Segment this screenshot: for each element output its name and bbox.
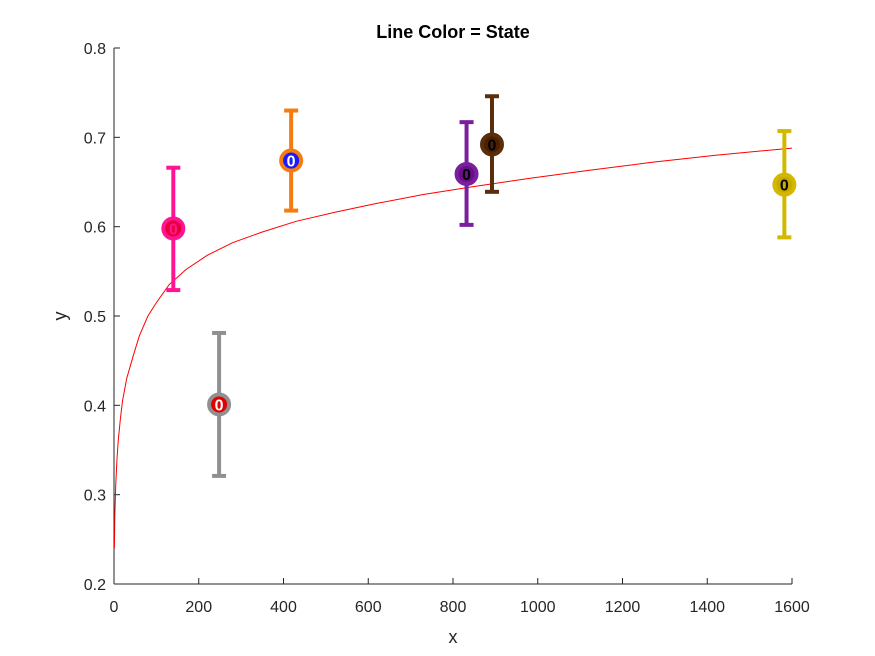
data-point-6: 0 bbox=[772, 129, 797, 240]
y-tick-label: 0.5 bbox=[84, 309, 106, 326]
x-tick-label: 800 bbox=[440, 599, 467, 616]
data-point-1: 0 bbox=[161, 165, 186, 293]
chart-title: Line Color = State bbox=[376, 22, 530, 42]
fit-curve-layer bbox=[113, 147, 793, 549]
data-point-3: 0 bbox=[279, 108, 304, 213]
x-tick-label: 400 bbox=[270, 599, 297, 616]
x-tick-label: 1200 bbox=[605, 599, 641, 616]
point-label: 0 bbox=[462, 167, 471, 184]
x-tick-label: 1000 bbox=[520, 599, 556, 616]
y-tick-label: 0.3 bbox=[84, 488, 106, 505]
y-tick-label: 0.6 bbox=[84, 220, 106, 237]
x-tick-label: 600 bbox=[355, 599, 382, 616]
point-label: 0 bbox=[215, 397, 224, 414]
axes: 0 200 400 600 800 1000 1200 1400 1600 0.2 0.3 0.4 0.… bbox=[84, 41, 810, 616]
point-label: 0 bbox=[169, 221, 178, 238]
data-point-4: 0 bbox=[454, 120, 479, 227]
y-axis-label: y bbox=[50, 312, 70, 321]
y-tick-label: 0.7 bbox=[84, 130, 106, 147]
x-tick-label: 1600 bbox=[774, 599, 810, 616]
x-axis-label: x bbox=[449, 627, 458, 647]
x-tick-label: 200 bbox=[185, 599, 212, 616]
data-point-2: 0 bbox=[207, 330, 232, 478]
point-marker bbox=[454, 161, 479, 186]
x-tick-label: 0 bbox=[110, 599, 119, 616]
y-tick-label: 0.4 bbox=[84, 398, 106, 415]
point-marker bbox=[772, 172, 797, 197]
point-marker bbox=[479, 132, 504, 157]
y-tick-label: 0.8 bbox=[84, 41, 106, 58]
y-tick-label: 0.2 bbox=[84, 577, 106, 594]
point-label: 0 bbox=[780, 178, 789, 195]
point-label: 0 bbox=[287, 154, 296, 171]
point-marker bbox=[207, 392, 232, 417]
point-marker bbox=[161, 216, 186, 241]
data-point-5: 0 bbox=[479, 94, 504, 194]
fit-curve bbox=[113, 147, 793, 549]
point-marker bbox=[279, 148, 304, 173]
point-label: 0 bbox=[488, 137, 497, 154]
x-tick-label: 1400 bbox=[689, 599, 725, 616]
